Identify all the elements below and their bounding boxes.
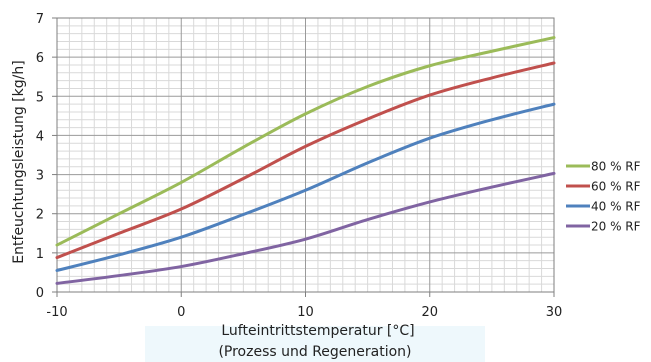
y-tick-label: 7	[36, 12, 44, 27]
x-tick-label: 0	[177, 305, 185, 320]
series-line-60-rf	[55, 61, 556, 260]
series-line-40-rf	[55, 102, 556, 272]
legend: 80 % RF 60 % RF 40 % RF 20 % RF	[566, 160, 641, 234]
legend-label-40-rf: 40 % RF	[591, 200, 641, 214]
series-lines	[55, 36, 556, 285]
series-line-80-rf	[55, 36, 556, 247]
y-tick-label: 0	[36, 286, 44, 301]
x-tick-label: -10	[46, 305, 67, 320]
legend-label-80-rf: 80 % RF	[591, 160, 641, 174]
series-line-20-rf	[55, 171, 556, 285]
y-tick-label: 6	[36, 51, 44, 66]
y-tick-label: 4	[36, 129, 44, 144]
y-tick-label: 3	[36, 169, 44, 184]
x-axis-ticks: -10 0 10 20 30	[46, 292, 562, 320]
x-tick-label: 20	[421, 305, 438, 320]
y-tick-label: 5	[36, 90, 44, 105]
x-tick-label: 10	[297, 305, 314, 320]
xlabel-highlight	[145, 326, 485, 362]
legend-label-60-rf: 60 % RF	[591, 180, 641, 194]
x-axis-label: Lufteintrittstemperatur [°C]	[221, 323, 414, 339]
legend-label-20-rf: 20 % RF	[591, 220, 641, 234]
y-tick-label: 1	[36, 247, 44, 262]
y-tick-label: 2	[36, 208, 44, 223]
y-axis-label: Entfeuchtungsleistung [kg/h]	[11, 60, 27, 263]
y-axis-ticks: 0 1 2 3 4 5 6 7	[36, 12, 57, 301]
x-axis-label-line2: (Prozess und Regeneration)	[218, 344, 411, 360]
x-tick-label: 30	[546, 305, 563, 320]
